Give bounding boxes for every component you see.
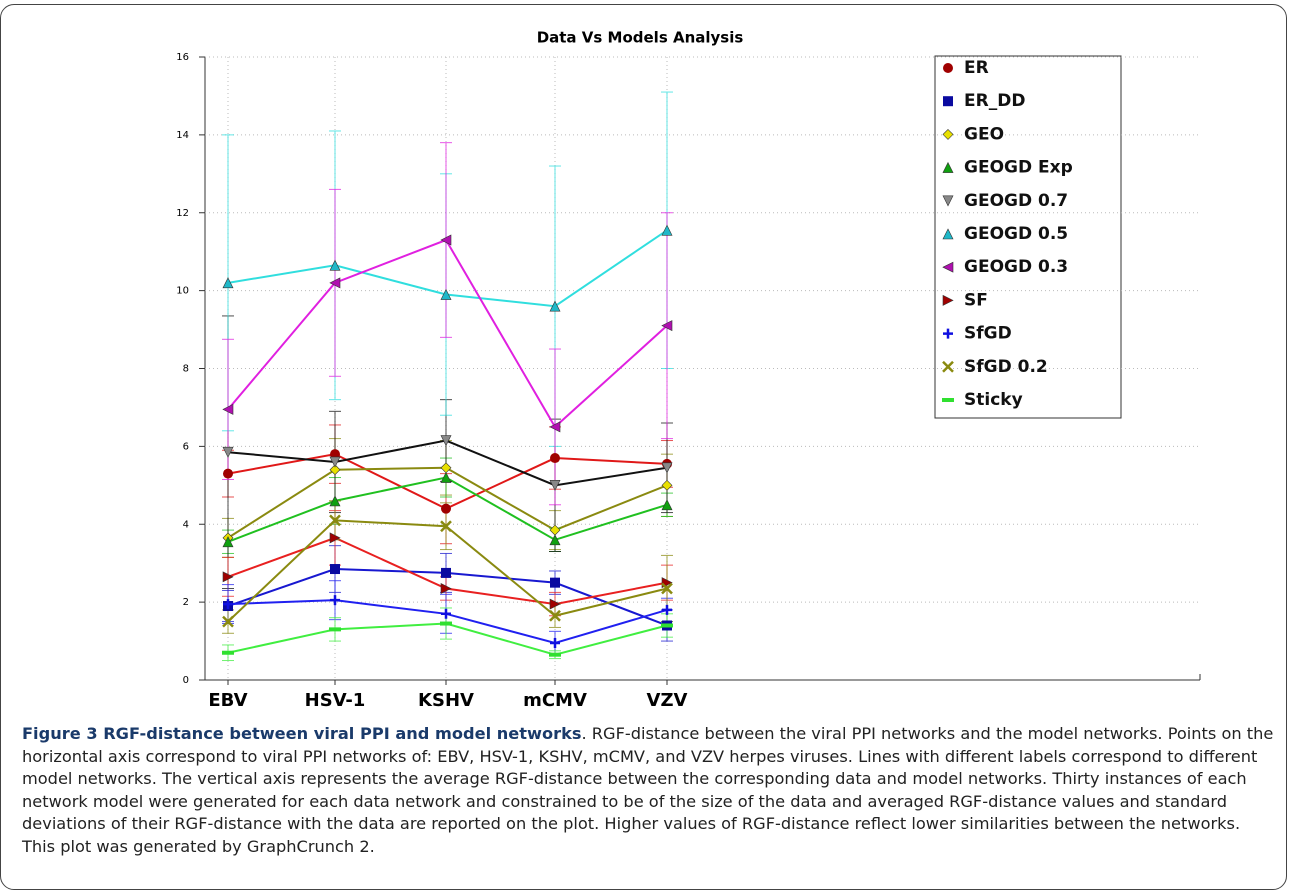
marker [942, 128, 954, 140]
y-tick-label: 0 [183, 675, 189, 686]
marker [329, 627, 341, 632]
marker [441, 503, 451, 514]
marker [549, 524, 561, 536]
marker [222, 536, 234, 548]
x-tick-label: VZV [647, 690, 688, 711]
legend-label: SfGD [964, 324, 1012, 344]
marker [222, 446, 234, 458]
x-tick-label: HSV-1 [305, 690, 366, 711]
marker [440, 471, 452, 483]
x-tick-label: EBV [208, 690, 247, 711]
x-tick-label: KSHV [418, 690, 474, 711]
series-line [227, 238, 668, 429]
marker [943, 63, 953, 73]
x-tick-label: mCMV [523, 690, 587, 711]
marker [329, 277, 341, 289]
marker [222, 650, 234, 655]
marker [440, 435, 452, 447]
y-tick-label: 16 [176, 52, 189, 63]
y-tick-label: 6 [183, 441, 189, 452]
marker [222, 277, 234, 289]
marker [549, 421, 561, 433]
legend-label: Sticky [964, 390, 1023, 410]
marker [942, 360, 954, 373]
marker [440, 234, 452, 246]
legend-label: ER_DD [964, 91, 1025, 111]
marker [550, 577, 560, 588]
y-tick-label: 12 [176, 208, 189, 219]
y-tick-label: 2 [183, 597, 189, 608]
marker [942, 195, 954, 207]
y-tick-label: 8 [183, 364, 189, 375]
marker [662, 604, 672, 615]
marker [440, 520, 452, 533]
legend-label: GEOGD 0.5 [964, 224, 1068, 244]
marker [942, 398, 954, 402]
caption: Figure 3 RGF-distance between viral PPI … [22, 723, 1274, 858]
marker [549, 480, 561, 491]
marker [661, 499, 673, 511]
marker [440, 288, 452, 300]
marker [330, 595, 340, 606]
legend-label: GEOGD 0.3 [964, 257, 1068, 277]
marker [549, 534, 561, 546]
marker [661, 582, 673, 595]
marker [661, 462, 673, 474]
marker [661, 623, 673, 628]
marker [550, 638, 560, 649]
y-tick-label: 14 [176, 130, 189, 141]
figure-frame [0, 4, 1287, 890]
marker [330, 564, 340, 575]
legend-box [934, 55, 1122, 419]
legend-label: GEO [964, 124, 1004, 144]
marker [329, 532, 341, 544]
marker [222, 403, 234, 415]
marker [440, 621, 452, 626]
marker [550, 453, 560, 464]
marker [942, 228, 954, 240]
marker [440, 583, 452, 594]
marker [549, 609, 561, 622]
marker [661, 224, 673, 236]
marker [549, 652, 561, 657]
marker [329, 464, 341, 476]
marker [329, 456, 341, 468]
marker [549, 300, 561, 312]
chart: Data Vs Models Analysis 0 2 4 6 8 10 12 14 16 EBV… [176, 29, 1201, 711]
legend-label: SF [964, 290, 988, 310]
marker [223, 599, 233, 610]
marker [329, 514, 341, 527]
marker [329, 495, 341, 507]
marker [441, 567, 451, 578]
y-tick-label: 10 [176, 286, 189, 297]
marker [440, 462, 452, 474]
marker [943, 96, 953, 107]
marker [661, 479, 673, 491]
marker [942, 261, 954, 273]
marker [441, 608, 451, 619]
marker [222, 571, 234, 583]
marker [942, 294, 954, 306]
y-tick-label: 4 [183, 519, 189, 530]
legend-label: GEOGD 0.7 [964, 191, 1068, 211]
caption-label: Figure 3 RGF-distance between viral PPI … [22, 724, 582, 743]
chart-title: Data Vs Models Analysis [537, 29, 744, 47]
marker [222, 615, 234, 628]
marker [329, 259, 341, 271]
marker [942, 161, 954, 173]
marker [549, 598, 561, 610]
legend-label: SfGD 0.2 [964, 357, 1048, 377]
marker [943, 328, 953, 339]
legend-label: GEOGD Exp [964, 158, 1073, 178]
marker [661, 320, 673, 332]
caption-text: . RGF-distance between the viral PPI net… [22, 724, 1274, 856]
legend-label: ER [964, 58, 989, 78]
marker [223, 468, 233, 479]
